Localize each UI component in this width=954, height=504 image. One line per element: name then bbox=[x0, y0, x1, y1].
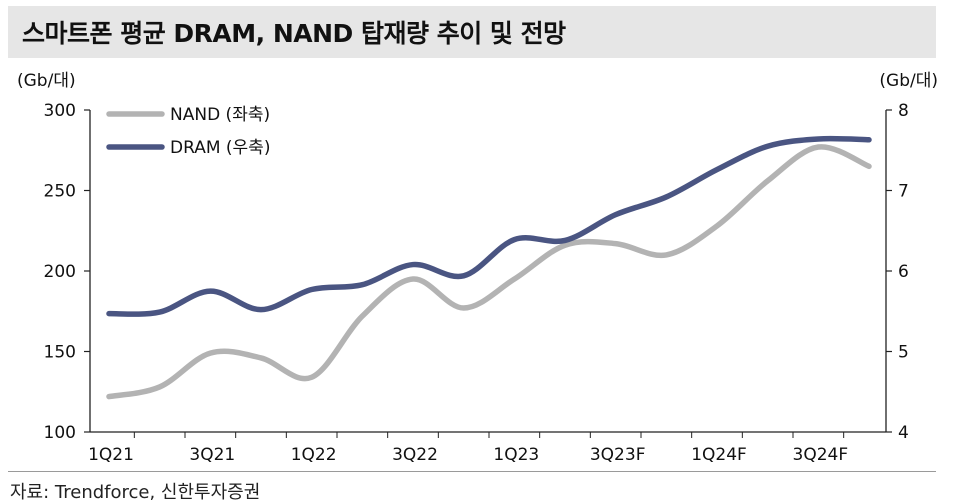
axis-labels: 100 150 200 250 300 4 5 6 7 8 1Q21 3Q21 1Q22 3Q22 1Q23… bbox=[17, 71, 938, 465]
legend: NAND (좌축) DRAM (우축) bbox=[106, 105, 270, 158]
left-tick-label: 250 bbox=[44, 182, 76, 202]
right-tick-label: 7 bbox=[898, 182, 909, 202]
x-tick-label: 3Q23F bbox=[590, 445, 646, 465]
source-note: 자료: Trendforce, 신한투자증권 bbox=[10, 482, 261, 503]
left-tick-label: 150 bbox=[44, 343, 76, 363]
title-bar: 스마트폰 평균 DRAM, NAND 탑재량 추이 및 전망 bbox=[8, 6, 936, 58]
left-tick-label: 100 bbox=[44, 423, 76, 443]
left-tick-label: 300 bbox=[44, 101, 76, 121]
dram-series-line bbox=[106, 135, 872, 317]
x-tick-label: 1Q23 bbox=[493, 445, 539, 465]
nand-series-line bbox=[106, 144, 872, 400]
x-tick-label: 3Q21 bbox=[189, 445, 235, 465]
right-tick-label: 8 bbox=[898, 101, 909, 121]
right-axis-unit: (Gb/대) bbox=[879, 71, 938, 91]
series-lines bbox=[106, 135, 872, 400]
x-tick-label: 1Q22 bbox=[291, 445, 337, 465]
right-tick-label: 5 bbox=[898, 343, 909, 363]
legend-label: NAND (좌축) bbox=[170, 105, 270, 125]
x-tick-label: 3Q22 bbox=[392, 445, 438, 465]
right-tick-label: 4 bbox=[898, 423, 909, 443]
x-tick-label: 3Q24F bbox=[793, 445, 849, 465]
x-tick-label: 1Q24F bbox=[691, 445, 747, 465]
right-tick-label: 6 bbox=[898, 262, 909, 282]
chart-title: 스마트폰 평균 DRAM, NAND 탑재량 추이 및 전망 bbox=[22, 19, 566, 48]
x-tick-label: 1Q21 bbox=[88, 445, 134, 465]
left-axis-unit: (Gb/대) bbox=[17, 71, 76, 91]
axes bbox=[84, 109, 892, 438]
legend-label: DRAM (우축) bbox=[170, 138, 270, 158]
source-divider bbox=[8, 471, 936, 472]
left-tick-label: 200 bbox=[44, 262, 76, 282]
